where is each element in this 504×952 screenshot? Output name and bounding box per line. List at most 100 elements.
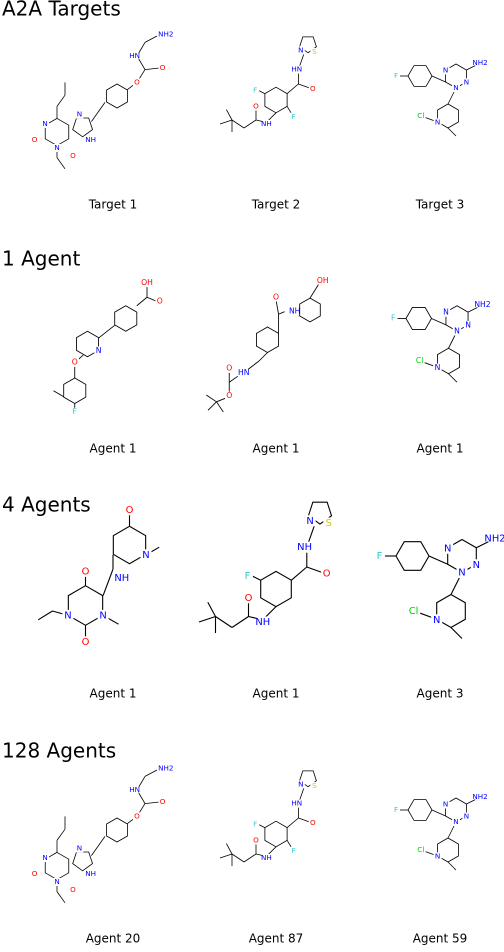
section-title: 1 Agent xyxy=(2,247,80,271)
atom-bg xyxy=(462,812,471,821)
atom-bg xyxy=(75,844,84,853)
atom-label: Cl xyxy=(417,111,424,120)
bond xyxy=(37,610,53,621)
atom-bg xyxy=(239,368,248,378)
atom-bg xyxy=(262,120,271,128)
atom-label: NH2 xyxy=(472,58,487,67)
atom-bg xyxy=(442,542,454,554)
ring xyxy=(260,570,292,608)
atom-bg xyxy=(416,846,425,854)
atom-bg xyxy=(161,30,170,39)
bond xyxy=(431,75,446,83)
caption: Agent 1 xyxy=(90,442,137,456)
atom-bg xyxy=(252,102,260,111)
atom-label: O xyxy=(157,297,163,306)
atom-bg xyxy=(296,780,305,789)
caption: Target 1 xyxy=(88,198,138,212)
atom-label: N xyxy=(435,117,440,126)
atom-bg xyxy=(252,836,260,845)
ring xyxy=(106,817,128,843)
atom-bg xyxy=(41,120,49,128)
molecule: OH NH O HN O O xyxy=(206,276,329,413)
atom-label: O xyxy=(134,811,140,820)
atom-bg xyxy=(140,549,152,561)
atom-bg xyxy=(155,297,164,306)
bond xyxy=(466,65,476,71)
bond xyxy=(447,127,457,137)
ring xyxy=(256,326,279,353)
atom-bg xyxy=(62,609,74,621)
bond xyxy=(144,67,160,70)
atom-bg xyxy=(289,846,298,855)
atom-label: O xyxy=(70,151,76,160)
atom-label: O xyxy=(310,818,316,827)
atom-bg xyxy=(452,327,462,336)
bond xyxy=(448,373,458,383)
atom-label: N xyxy=(77,843,82,852)
atom-bg xyxy=(296,46,305,55)
atom-label: NH xyxy=(85,869,96,878)
atom-label: F xyxy=(391,314,395,323)
atom-bg xyxy=(142,278,152,288)
bond xyxy=(258,90,265,94)
ring xyxy=(72,851,93,872)
atom-bg xyxy=(433,118,442,127)
atom-bg xyxy=(262,854,271,862)
atom-bg xyxy=(441,308,451,317)
atom-bg xyxy=(476,793,484,802)
bond xyxy=(53,390,64,398)
bond xyxy=(243,119,257,129)
atom-label: N xyxy=(435,363,441,372)
bond xyxy=(298,83,310,89)
atom-label: O xyxy=(70,885,76,894)
atom-label: N xyxy=(298,779,303,788)
bond xyxy=(275,299,279,315)
atom-bg xyxy=(321,568,333,580)
atom-bg xyxy=(431,614,443,626)
atom-label: F xyxy=(394,71,398,80)
bond xyxy=(251,575,261,581)
atom-bg xyxy=(290,307,299,316)
caption: Agent 1 xyxy=(417,442,464,456)
atom-bg xyxy=(69,152,77,160)
bond xyxy=(198,615,216,623)
atom-bg xyxy=(310,782,319,790)
bond xyxy=(144,769,158,777)
bond xyxy=(291,566,308,581)
bond xyxy=(207,601,216,617)
atom-label: O xyxy=(82,637,90,648)
atom-label: HN xyxy=(129,51,140,60)
atom-label: NH xyxy=(255,617,270,628)
ring xyxy=(395,541,430,571)
caption: Agent 1 xyxy=(253,442,300,456)
bond xyxy=(431,809,446,817)
caption: Agent 59 xyxy=(413,932,468,946)
bond xyxy=(231,119,245,129)
atom-bg xyxy=(392,806,400,814)
atom-label: N xyxy=(54,143,59,152)
atom-label: O xyxy=(273,292,279,301)
atom-label: NH xyxy=(289,307,300,316)
atom-bg xyxy=(271,293,281,302)
atom-bg xyxy=(470,559,482,571)
bond xyxy=(309,284,319,299)
atom-label: N xyxy=(473,560,480,571)
atom-bg xyxy=(462,78,471,87)
atom-label: F xyxy=(292,112,296,121)
bond xyxy=(229,375,238,383)
bond xyxy=(466,799,476,805)
atom-label: O xyxy=(323,569,331,580)
caption: Target 3 xyxy=(415,198,465,212)
atom-bg xyxy=(292,65,301,74)
bond xyxy=(431,318,447,326)
bond xyxy=(226,843,233,855)
section-title: 128 Agents xyxy=(2,739,116,763)
atom-bg xyxy=(30,870,39,878)
ring xyxy=(112,525,147,565)
atom-bg xyxy=(289,112,298,121)
